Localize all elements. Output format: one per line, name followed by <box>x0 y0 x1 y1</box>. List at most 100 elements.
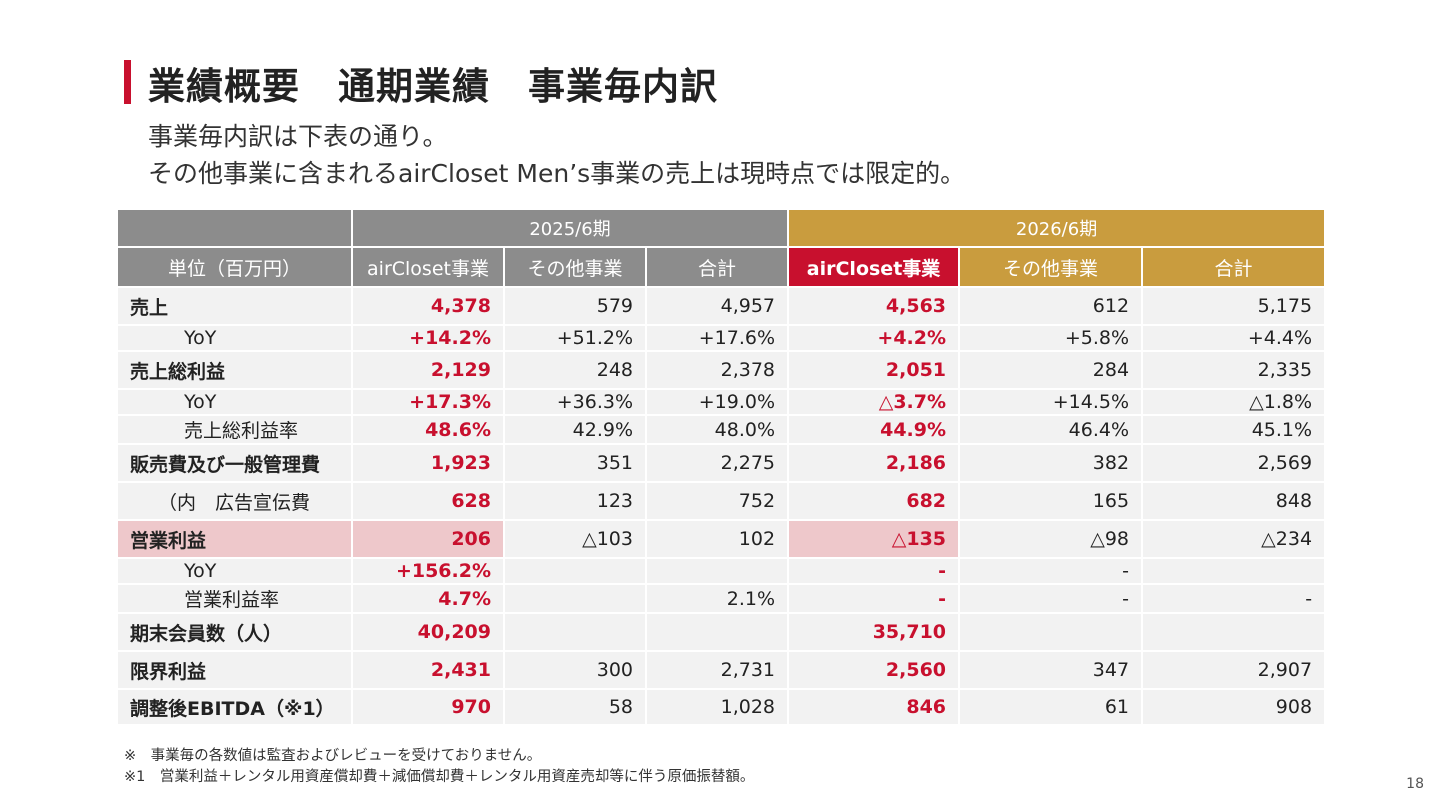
cell-2026-aircloset: 4,563 <box>787 286 961 326</box>
footnote-2: ※1 営業利益＋レンタル用資産償却費＋減価償却費＋レンタル用資産売却等に伴う原価… <box>124 769 755 785</box>
col-header-2025-aircloset: airCloset事業 <box>351 246 505 288</box>
cell-2026-total: △234 <box>1141 519 1327 559</box>
cell-2025-other <box>503 583 647 614</box>
cell-2025-total: 752 <box>644 481 790 521</box>
cell-2026-total: 908 <box>1141 688 1327 726</box>
col-header-2026-other: その他事業 <box>958 246 1144 288</box>
cell-2026-other: +5.8% <box>958 324 1144 352</box>
cell-2026-total: △1.8% <box>1141 388 1327 416</box>
cell-2026-other <box>958 612 1144 652</box>
cell-2026-other: 165 <box>958 481 1144 521</box>
cell-2026-total: 2,907 <box>1141 650 1327 690</box>
cell-2025-other: 351 <box>503 443 647 483</box>
cell-2025-other <box>503 612 647 652</box>
cell-2025-aircloset: 2,129 <box>351 350 505 390</box>
row-label: 限界利益 <box>116 650 353 690</box>
cell-2026-aircloset: - <box>787 583 961 614</box>
cell-2025-total <box>644 557 790 585</box>
table-row: 売上 4,378 579 4,957 4,563 612 5,175 <box>116 286 1327 326</box>
cell-2026-aircloset: 2,186 <box>787 443 961 483</box>
subtitle-line-2: その他事業に含まれるairCloset Men’s事業の売上は現時点では限定的。 <box>148 159 966 188</box>
row-label: YoY <box>116 388 353 416</box>
cell-2025-other: 300 <box>503 650 647 690</box>
row-label: YoY <box>116 557 353 585</box>
row-label: 営業利益率 <box>116 583 353 614</box>
table-row: 営業利益率 4.7% 2.1% - - - <box>116 583 1327 614</box>
cell-2025-total: 48.0% <box>644 414 790 445</box>
cell-2025-total: 102 <box>644 519 790 559</box>
cell-2025-other: 123 <box>503 481 647 521</box>
row-label: YoY <box>116 324 353 352</box>
cell-2025-other: 58 <box>503 688 647 726</box>
col-header-2025-total: 合計 <box>644 246 790 288</box>
cell-2025-total <box>644 612 790 652</box>
table-row: YoY +14.2% +51.2% +17.6% +4.2% +5.8% +4.4% <box>116 324 1327 352</box>
period-header-2025: 2025/6期 <box>350 208 790 248</box>
table-row: YoY +17.3% +36.3% +19.0% △3.7% +14.5% △1.8% <box>116 388 1327 416</box>
cell-2026-aircloset: 846 <box>787 688 961 726</box>
col-header-2026-aircloset: airCloset事業 <box>787 246 961 288</box>
column-header-row: 単位（百万円） airCloset事業 その他事業 合計 airCloset事業… <box>116 246 1327 288</box>
cell-2026-other: 284 <box>958 350 1144 390</box>
row-label: 売上総利益率 <box>116 414 353 445</box>
cell-2026-other: 46.4% <box>958 414 1144 445</box>
cell-2025-aircloset: 40,209 <box>351 612 505 652</box>
cell-2026-aircloset: 682 <box>787 481 961 521</box>
cell-2026-total: - <box>1141 583 1327 614</box>
cell-2025-other: 248 <box>503 350 647 390</box>
cell-2026-total: 2,569 <box>1141 443 1327 483</box>
cell-2026-other: 61 <box>958 688 1144 726</box>
table-row: 売上総利益率 48.6% 42.9% 48.0% 44.9% 46.4% 45.1% <box>116 414 1327 445</box>
table-row: 期末会員数（人） 40,209 35,710 <box>116 612 1327 652</box>
row-label: 売上 <box>116 286 353 326</box>
page-number: 18 <box>1406 776 1424 792</box>
cell-2026-total <box>1141 557 1327 585</box>
row-label: 調整後EBITDA（※1） <box>116 688 353 726</box>
table-row: 限界利益 2,431 300 2,731 2,560 347 2,907 <box>116 650 1327 690</box>
col-header-2025-other: その他事業 <box>503 246 647 288</box>
cell-2025-aircloset: 206 <box>351 519 505 559</box>
table-row: 売上総利益 2,129 248 2,378 2,051 284 2,335 <box>116 350 1327 390</box>
cell-2026-aircloset: △3.7% <box>787 388 961 416</box>
cell-2025-total: 1,028 <box>644 688 790 726</box>
cell-2025-total: +19.0% <box>644 388 790 416</box>
cell-2026-total: 848 <box>1141 481 1327 521</box>
cell-2025-total: 2.1% <box>644 583 790 614</box>
cell-2026-total <box>1141 612 1327 652</box>
period-header-row: 2025/6期 2026/6期 <box>116 208 1327 248</box>
title-accent-bar <box>124 60 131 104</box>
cell-2025-other <box>503 557 647 585</box>
financial-table: 2025/6期 2026/6期 単位（百万円） airCloset事業 その他事… <box>116 208 1327 726</box>
cell-2026-total: +4.4% <box>1141 324 1327 352</box>
cell-2026-other: +14.5% <box>958 388 1144 416</box>
table-row: （内 広告宣伝費 628 123 752 682 165 848 <box>116 481 1327 521</box>
cell-2026-aircloset: △135 <box>787 519 961 559</box>
cell-2025-total: 2,275 <box>644 443 790 483</box>
cell-2026-total: 5,175 <box>1141 286 1327 326</box>
cell-2026-other: - <box>958 557 1144 585</box>
subtitle: 事業毎内訳は下表の通り。 その他事業に含まれるairCloset Men’s事業… <box>148 118 965 192</box>
cell-2025-aircloset: +17.3% <box>351 388 505 416</box>
cell-2025-aircloset: 4,378 <box>351 286 505 326</box>
cell-2025-aircloset: +14.2% <box>351 324 505 352</box>
footnotes: ※ 事業毎の各数値は監査およびレビューを受けておりません。 ※1 営業利益＋レン… <box>124 746 754 788</box>
cell-2026-other: 382 <box>958 443 1144 483</box>
cell-2026-aircloset: +4.2% <box>787 324 961 352</box>
cell-2026-other: 347 <box>958 650 1144 690</box>
cell-2026-aircloset: 2,560 <box>787 650 961 690</box>
table-row: 調整後EBITDA（※1） 970 58 1,028 846 61 908 <box>116 688 1327 726</box>
period-header-2026: 2026/6期 <box>787 208 1327 248</box>
cell-2025-other: 579 <box>503 286 647 326</box>
cell-2025-other: △103 <box>503 519 647 559</box>
cell-2026-aircloset: 2,051 <box>787 350 961 390</box>
cell-2025-total: 2,731 <box>644 650 790 690</box>
cell-2025-aircloset: 628 <box>351 481 505 521</box>
cell-2025-other: 42.9% <box>503 414 647 445</box>
cell-2026-aircloset: - <box>787 557 961 585</box>
row-label: 期末会員数（人） <box>116 612 353 652</box>
cell-2025-aircloset: 970 <box>351 688 505 726</box>
cell-2026-total: 45.1% <box>1141 414 1327 445</box>
row-label: 売上総利益 <box>116 350 353 390</box>
cell-2025-other: +51.2% <box>503 324 647 352</box>
row-label: 営業利益 <box>116 519 353 559</box>
